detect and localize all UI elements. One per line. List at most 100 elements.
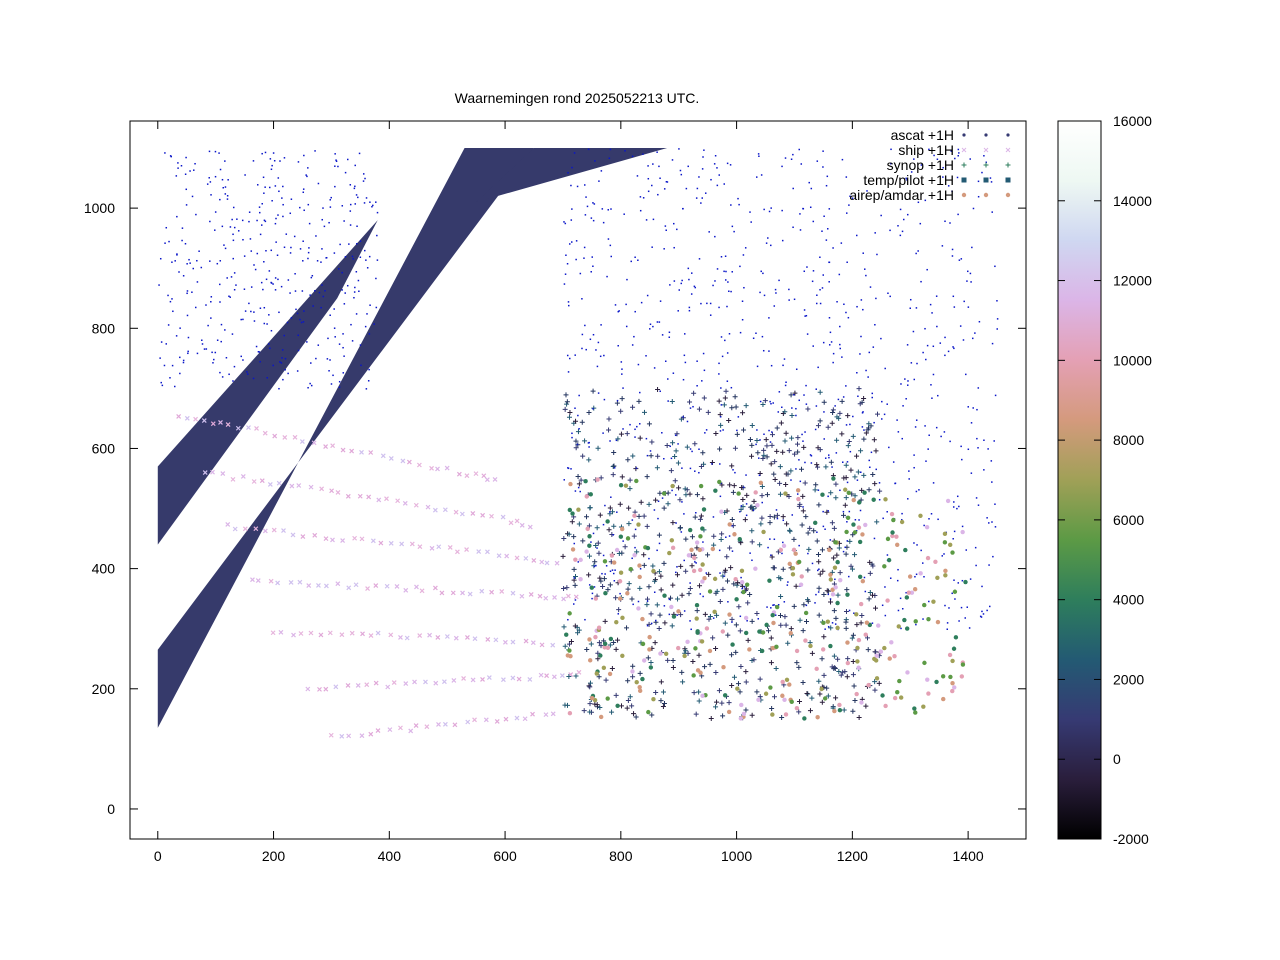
airep-mark (803, 610, 809, 616)
synop-mark (782, 614, 788, 620)
ship-mark (504, 553, 510, 559)
coastline-dot (714, 235, 716, 238)
coastline-dot (805, 314, 808, 317)
coastline-dot (341, 205, 344, 207)
ship-mark (378, 540, 384, 546)
coastline-dot (663, 605, 666, 607)
ship-mark (330, 537, 335, 543)
coastline-dot (688, 309, 691, 312)
coastline-dot (976, 408, 978, 411)
synop-mark (631, 711, 637, 717)
coastline-dot (338, 380, 341, 383)
coastline-dot (841, 356, 843, 358)
ship-mark (398, 725, 403, 731)
ship-mark (539, 642, 545, 648)
synop-mark (670, 440, 676, 446)
coastline-dot (781, 165, 783, 168)
synop-mark (873, 649, 879, 655)
synop-mark (617, 501, 623, 507)
synop-mark (722, 567, 728, 573)
synop-mark (616, 551, 622, 557)
airep-mark (941, 696, 946, 702)
synop-mark (846, 438, 852, 444)
coastline-dot (846, 540, 849, 542)
synop-mark (829, 420, 835, 426)
synop-mark (819, 656, 825, 662)
ship-mark (232, 526, 238, 532)
airep-mark (880, 693, 885, 698)
airep-mark (859, 700, 864, 705)
coastline-dot (875, 468, 877, 471)
coastline-dot (951, 248, 954, 251)
synop-mark (654, 465, 660, 471)
airep-mark (576, 507, 581, 512)
coastline-dot (684, 361, 687, 364)
airep-mark (732, 532, 737, 537)
airep-mark (925, 677, 930, 682)
coastline-dot (194, 162, 196, 165)
coastline-dot (708, 231, 710, 233)
coastline-dot (686, 420, 689, 423)
airep-mark (682, 653, 687, 659)
coastline-dot (229, 226, 232, 228)
coastline-dot (668, 331, 671, 334)
airep-mark (689, 547, 694, 553)
ship-mark (352, 535, 358, 541)
airep-mark (963, 579, 968, 585)
coastline-dot (588, 584, 591, 586)
coastline-dot (991, 211, 993, 213)
coastline-dot (563, 479, 566, 481)
colorbar-tick-label: 10000 (1113, 352, 1152, 368)
coastline-dot (704, 192, 707, 194)
coastline-dot (210, 194, 212, 196)
coastline-dot (610, 496, 612, 498)
coastline-dot (210, 317, 212, 319)
legend-label: airep/amdar +1H (849, 187, 954, 203)
coastline-dot (671, 159, 674, 161)
coastline-dot (590, 217, 593, 219)
airep-mark (636, 522, 641, 527)
coastline-dot (694, 286, 697, 289)
coastline-dot (795, 368, 798, 371)
synop-mark (705, 552, 711, 558)
coastline-dot (758, 474, 761, 477)
coastline-dot (890, 162, 892, 165)
coastline-dot (657, 193, 659, 196)
coastline-dot (689, 582, 691, 584)
airep-mark (894, 534, 899, 539)
synop-mark (683, 648, 689, 654)
ship-mark (359, 733, 365, 739)
coastline-dot (265, 278, 268, 281)
ship-mark (373, 583, 379, 589)
synop-mark (575, 429, 581, 435)
coastline-dot (606, 275, 608, 278)
airep-mark (669, 604, 674, 610)
coastline-dot (677, 310, 679, 312)
coastline-dot (189, 170, 191, 172)
ship-mark (360, 631, 365, 637)
synop-mark (680, 415, 686, 421)
coastline-dot (610, 255, 612, 258)
coastline-dot (687, 165, 689, 168)
synop-mark (702, 611, 708, 617)
coastline-dot (784, 157, 787, 159)
airep-mark (864, 620, 870, 625)
synop-mark (626, 521, 632, 527)
coastline-dot (902, 405, 904, 407)
coastline-dot (845, 385, 847, 387)
airep-mark (774, 604, 780, 610)
coastline-dot (588, 446, 590, 448)
airep-mark (713, 488, 718, 493)
coastline-dot (920, 280, 922, 283)
coastline-dot (349, 203, 352, 206)
coastline-dot (828, 456, 830, 459)
airep-mark (887, 656, 892, 661)
synop-mark (850, 632, 856, 638)
coastline-dot (208, 177, 210, 179)
synop-mark (877, 488, 883, 494)
airep-mark (584, 549, 589, 554)
coastline-dot (953, 347, 955, 350)
ship-mark (375, 630, 381, 636)
airep-mark (667, 550, 672, 556)
airep-mark (743, 630, 749, 636)
